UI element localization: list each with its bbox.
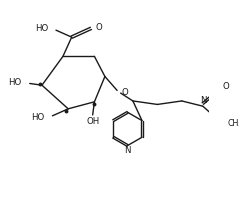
Text: O: O	[121, 88, 128, 97]
Text: HO: HO	[31, 113, 45, 122]
Text: HO: HO	[35, 24, 48, 33]
Text: O: O	[223, 83, 230, 91]
Text: O: O	[95, 23, 102, 32]
Text: CH₃: CH₃	[227, 119, 239, 128]
Text: OH: OH	[86, 117, 99, 126]
Text: N: N	[201, 96, 207, 104]
Text: N: N	[124, 146, 131, 155]
Text: HO: HO	[9, 78, 22, 87]
